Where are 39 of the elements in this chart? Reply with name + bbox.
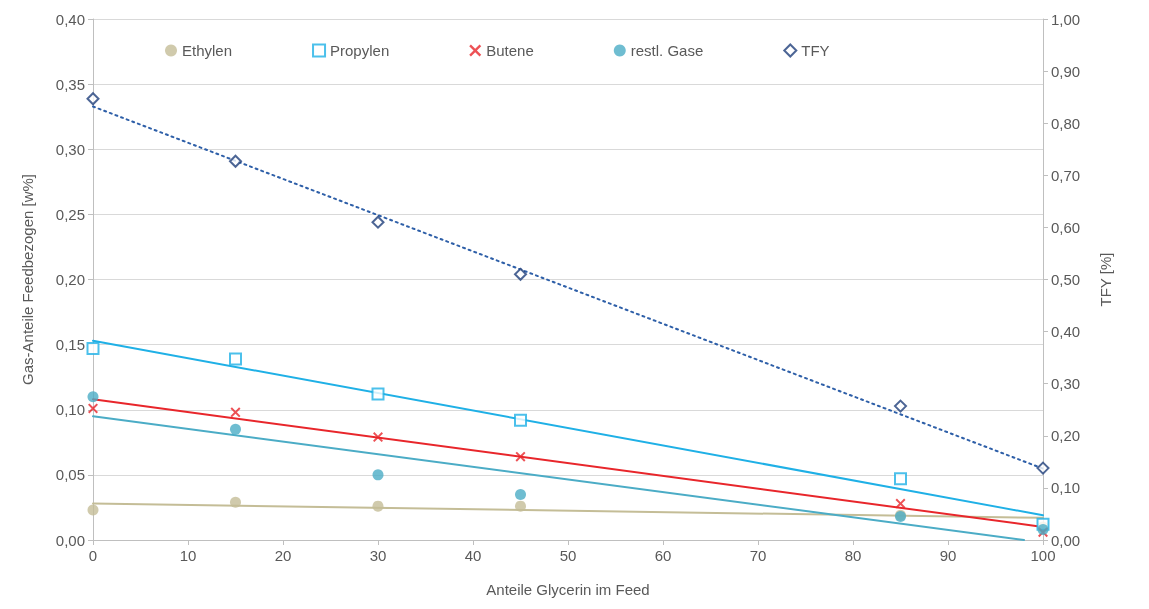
x-tick-label: 50 bbox=[559, 547, 577, 564]
y-axis-title: Gas-Anteile Feedbezogen [w%] bbox=[19, 174, 36, 385]
y2-tick-label: 1,00 bbox=[1051, 10, 1081, 28]
x-tick-label: 20 bbox=[274, 547, 292, 564]
x-tick-label: 90 bbox=[939, 547, 957, 564]
x-tick-label: 70 bbox=[749, 547, 767, 564]
x-tick-label: 80 bbox=[844, 547, 862, 564]
x-tick-label: 10 bbox=[179, 547, 197, 564]
y2-tick-label: 0,30 bbox=[1051, 375, 1081, 393]
y-tick-label: 0,15 bbox=[55, 336, 85, 354]
y2-axis-title: TFY [%] bbox=[1097, 252, 1114, 307]
y-tick-label: 0,40 bbox=[55, 10, 85, 28]
legend-label: TFY bbox=[801, 42, 830, 59]
y-tick-label: 0,25 bbox=[55, 205, 85, 223]
y2-tick-label: 0,50 bbox=[1051, 271, 1081, 288]
x-axis-title: Anteile Glycerin im Feed bbox=[486, 581, 650, 598]
legend-label: Butene bbox=[486, 42, 534, 59]
x-tick-label: 100 bbox=[1030, 547, 1056, 564]
y2-tick-label: 0,20 bbox=[1051, 427, 1081, 445]
x-tick-label: 30 bbox=[369, 547, 387, 564]
legend-label: Propylen bbox=[330, 42, 390, 59]
y2-tick-label: 0,90 bbox=[1051, 62, 1081, 80]
y2-tick-label: 0,00 bbox=[1051, 531, 1081, 549]
y-tick-label: 0,00 bbox=[55, 531, 85, 549]
legend-label: restl. Gase bbox=[630, 42, 704, 59]
y2-tick-label: 0,40 bbox=[1051, 323, 1081, 341]
y2-tick-label: 0,80 bbox=[1051, 114, 1081, 132]
y-tick-label: 0,30 bbox=[55, 140, 85, 158]
y-tick-label: 0,35 bbox=[55, 75, 85, 93]
y-tick-label: 0,10 bbox=[55, 401, 85, 419]
x-tick-label: 0 bbox=[88, 547, 98, 564]
y-tick-label: 0,20 bbox=[55, 271, 85, 288]
y-tick-label: 0,05 bbox=[55, 466, 85, 484]
y2-tick-label: 0,10 bbox=[1051, 479, 1081, 497]
x-tick-label: 40 bbox=[464, 547, 482, 564]
x-tick-label: 60 bbox=[654, 547, 672, 564]
legend-label: Ethylen bbox=[182, 42, 233, 59]
y2-tick-label: 0,70 bbox=[1051, 166, 1081, 184]
y2-tick-label: 0,60 bbox=[1051, 218, 1081, 236]
